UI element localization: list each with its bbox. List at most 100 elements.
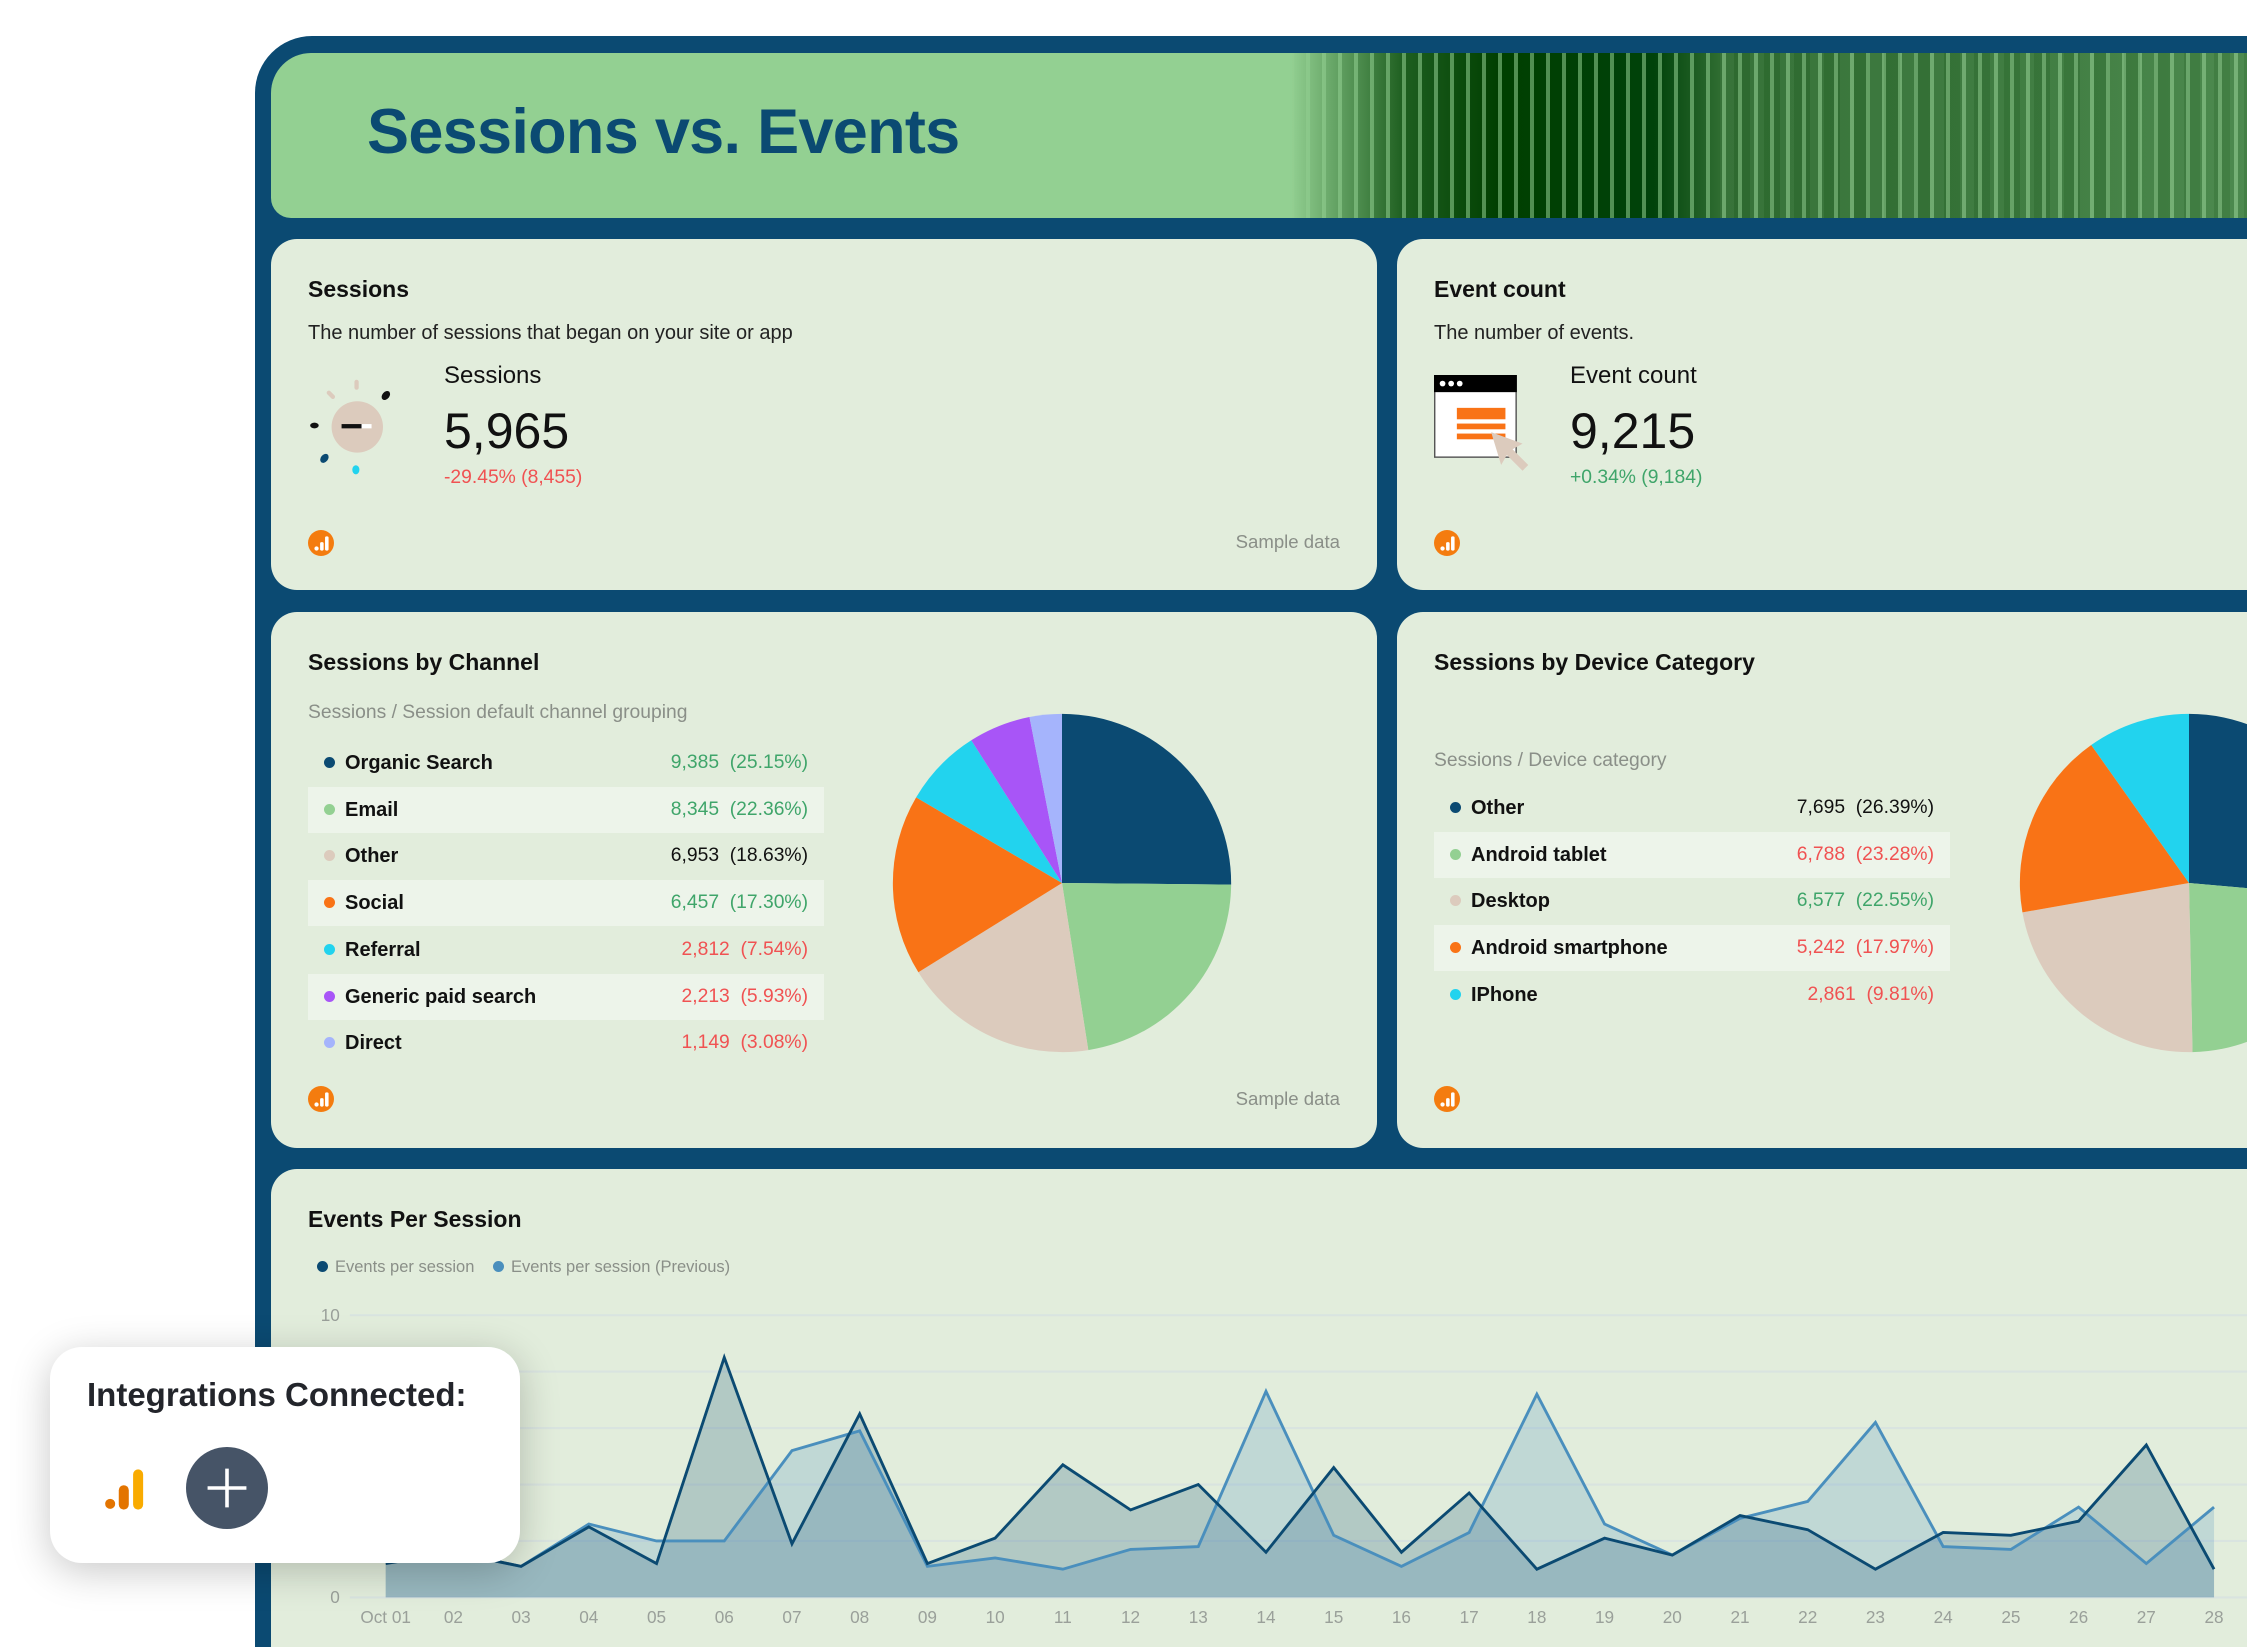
loading-spinner-icon: [310, 379, 391, 475]
row-label: Social: [345, 892, 404, 915]
series-area-0: [385, 1357, 2215, 1598]
list-item[interactable]: Direct 1,149 (3.08%): [308, 1020, 824, 1066]
row-value: 5,242 (17.97%): [1796, 937, 1934, 959]
list-item[interactable]: Social 6,457 (17.30%): [308, 880, 824, 927]
list-item[interactable]: Android smartphone 5,242 (17.97%): [1434, 925, 1950, 972]
row-value: 2,213 (5.93%): [681, 985, 808, 1007]
row-value: 1,149 (3.08%): [681, 1032, 808, 1054]
device-pie-chart: [2019, 713, 2247, 1053]
row-label: Other: [345, 845, 399, 868]
x-tick-label: Oct 01: [360, 1607, 411, 1627]
page-title: Sessions vs. Events: [367, 97, 960, 167]
browser-click-icon: [1434, 375, 1529, 471]
list-item[interactable]: Desktop 6,577 (22.55%): [1434, 878, 1950, 924]
pie-slice-other[interactable]: [918, 883, 1089, 1053]
legend-dot: [324, 897, 335, 909]
x-tick-label: 04: [579, 1607, 599, 1627]
list-item[interactable]: Other 6,953 (18.63%): [308, 833, 824, 879]
pie-slice-direct[interactable]: [1029, 713, 1062, 883]
row-label: Direct: [345, 1032, 402, 1055]
legend-dot: [1450, 988, 1461, 1000]
x-tick-label: 13: [1189, 1607, 1208, 1627]
row-value: 6,788 (23.28%): [1796, 843, 1934, 865]
y-tick-label: 10: [321, 1305, 340, 1325]
events-per-session-chart: 0 10 Oct 01 02 03 04 05 06 07 08 09 10 11 12 13 14 15 16 1…: [321, 1305, 2247, 1627]
list-item[interactable]: Android tablet 6,788 (23.28%): [1434, 831, 1950, 878]
pie-slice-other[interactable]: [2189, 713, 2247, 898]
list-item[interactable]: Organic Search 9,385 (25.15%): [308, 740, 824, 786]
kpi-delta: +0.34% (9,184): [1570, 467, 1703, 488]
x-tick-label: 05: [647, 1607, 666, 1627]
row-label: Email: [345, 798, 399, 821]
x-tick-label: 03: [512, 1607, 531, 1627]
x-tick-label: 25: [2001, 1607, 2020, 1627]
kpi-label: Event count: [1570, 362, 1697, 389]
x-tick-label: 07: [782, 1607, 801, 1627]
series-line-1[interactable]: [385, 1387, 2215, 1571]
sessions-card: Sessions The number of sessions that beg…: [271, 239, 1377, 590]
pie-slice-iphone[interactable]: [2091, 713, 2189, 883]
x-tick-label: 10: [986, 1607, 1005, 1627]
row-label: Desktop: [1471, 890, 1550, 913]
card-subtitle: Sessions / Session default channel group…: [308, 702, 688, 723]
chart-legend: Events per session Events per session (P…: [317, 1258, 744, 1277]
row-label: IPhone: [1471, 983, 1538, 1006]
add-integration-button[interactable]: [186, 1447, 268, 1529]
x-tick-label: 20: [1663, 1607, 1682, 1627]
list-item[interactable]: IPhone 2,861 (9.81%): [1434, 972, 1950, 1018]
pie-slice-social[interactable]: [892, 797, 1062, 973]
card-description: The number of events.: [1434, 322, 1635, 344]
pie-slice-generic-paid-search[interactable]: [971, 717, 1062, 883]
chart-title: Events Per Session: [308, 1206, 522, 1232]
legend-item-current[interactable]: Events per session: [317, 1258, 474, 1276]
events-per-session-card: Events Per Session Events per session Ev…: [271, 1169, 2247, 1647]
list-item[interactable]: Email 8,345 (22.36%): [308, 786, 824, 833]
row-label: Android smartphone: [1471, 937, 1668, 960]
x-tick-label: 18: [1527, 1607, 1546, 1627]
pie-slice-desktop[interactable]: [2022, 883, 2193, 1053]
legend-item-previous[interactable]: Events per session (Previous): [493, 1258, 730, 1276]
kpi-value: 9,215: [1570, 403, 1696, 459]
card-subtitle: Sessions / Device category: [1434, 750, 1667, 771]
pie-slice-email[interactable]: [1062, 883, 1232, 1051]
legend-dot: [324, 850, 335, 862]
row-label: Organic Search: [345, 752, 493, 774]
list-item[interactable]: Generic paid search 2,213 (5.93%): [308, 973, 824, 1020]
row-value: 7,695 (26.39%): [1796, 797, 1934, 818]
integrations-popup: Integrations Connected:: [50, 1347, 520, 1563]
card-description: The number of sessions that began on you…: [308, 322, 793, 344]
pie-slice-android-tablet[interactable]: [2189, 883, 2247, 1053]
legend-dot: [493, 1261, 504, 1272]
x-tick-label: 22: [1798, 1607, 1817, 1627]
card-title: Sessions: [308, 276, 409, 302]
row-value: 6,953 (18.63%): [670, 845, 808, 867]
kpi-label: Sessions: [444, 362, 542, 389]
pie-slice-organic-search[interactable]: [1062, 713, 1232, 885]
legend-dot: [324, 757, 335, 768]
x-tick-label: 16: [1392, 1607, 1411, 1627]
x-tick-label: 09: [918, 1607, 937, 1627]
y-tick-label: 0: [330, 1587, 340, 1607]
series-area-1: [385, 1391, 2215, 1598]
series-line-0[interactable]: [385, 1353, 2216, 1571]
pie-slice-referral[interactable]: [916, 740, 1062, 883]
legend-label: Events per session (Previous): [511, 1258, 731, 1276]
x-tick-label: 28: [2204, 1607, 2223, 1627]
card-title: Event count: [1434, 276, 1566, 302]
card-title: Sessions by Channel: [308, 649, 540, 675]
popup-title: Integrations Connected:: [87, 1376, 467, 1413]
plus-icon: [207, 1468, 247, 1508]
row-label: Generic paid search: [345, 985, 537, 1008]
x-tick-label: 26: [2069, 1607, 2088, 1627]
x-tick-label: 06: [715, 1607, 734, 1627]
x-tick-label: 02: [444, 1607, 463, 1627]
pie-slice-android-smartphone[interactable]: [2019, 744, 2189, 913]
list-item[interactable]: Referral 2,812 (7.54%): [308, 927, 824, 973]
row-value: 6,577 (22.55%): [1796, 890, 1934, 912]
list-item[interactable]: Other 7,695 (26.39%): [1434, 785, 1950, 831]
sessions-by-channel-card: Sessions by Channel Sessions / Session d…: [271, 612, 1377, 1148]
legend-dot: [317, 1261, 328, 1272]
google-analytics-icon[interactable]: [103, 1465, 146, 1514]
channel-pie-chart: [892, 713, 1232, 1053]
